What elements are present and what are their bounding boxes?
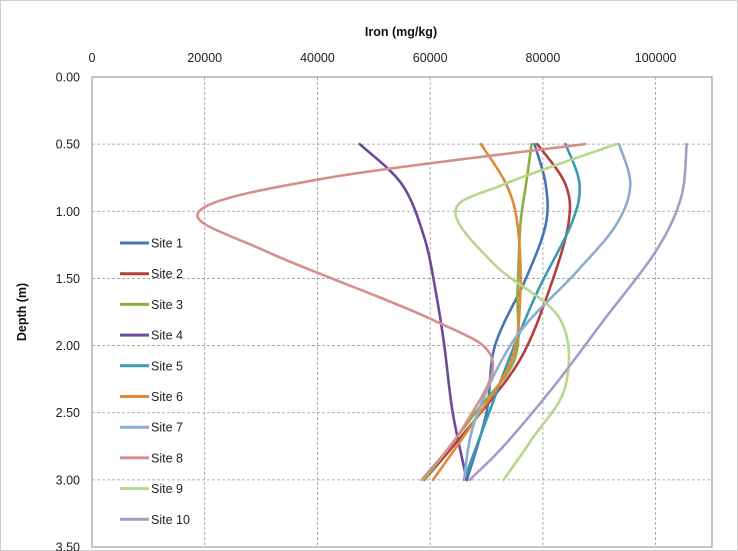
series-lines <box>196 142 688 482</box>
y-tick-label: 1.00 <box>56 205 80 219</box>
x-tick-label: 60000 <box>413 51 448 65</box>
y-tick-label: 0.50 <box>56 138 80 152</box>
y-tick-label: 3.50 <box>56 541 80 551</box>
legend: Site 1 Site 2 Site 3 Site 4 Site 5 Site 6 Site… <box>120 237 190 527</box>
series-line-site-10 <box>468 142 688 482</box>
legend-label: Site 8 <box>151 451 183 465</box>
gridlines <box>92 77 712 548</box>
y-tick-label: 2.50 <box>56 406 80 420</box>
series-line-site-7 <box>462 142 632 482</box>
x-tick-label: 20000 <box>187 51 222 65</box>
x-tick-label: 80000 <box>526 51 561 65</box>
x-tick-label: 0 <box>89 51 96 65</box>
legend-label: Site 4 <box>151 329 183 343</box>
legend-label: Site 5 <box>151 359 183 373</box>
series-line-site-1 <box>465 142 549 482</box>
x-axis-title: Iron (mg/kg) <box>365 25 437 39</box>
series-line-site-5 <box>462 142 582 482</box>
y-tick-label: 1.50 <box>56 272 80 286</box>
legend-label: Site 6 <box>151 390 183 404</box>
legend-label: Site 9 <box>151 482 183 496</box>
y-axis-ticks: 0.00 0.50 1.00 1.50 2.00 2.50 3.00 3.50 <box>56 71 80 551</box>
series-line-site-8 <box>196 142 587 482</box>
legend-label: Site 3 <box>151 298 183 312</box>
legend-label: Site 10 <box>151 513 190 527</box>
series-line-site-9 <box>454 142 618 482</box>
y-tick-label: 2.00 <box>56 339 80 353</box>
x-tick-label: 100000 <box>635 51 677 65</box>
legend-label: Site 7 <box>151 421 183 435</box>
series-line-site-3 <box>423 142 533 482</box>
y-axis-title: Depth (m) <box>15 283 29 341</box>
legend-label: Site 2 <box>151 267 183 281</box>
legend-label: Site 1 <box>151 237 183 251</box>
y-tick-label: 3.00 <box>56 473 80 487</box>
series-line-site-4 <box>358 142 469 482</box>
y-tick-label: 0.00 <box>56 71 80 85</box>
x-tick-label: 40000 <box>300 51 335 65</box>
x-axis-ticks: 0 20000 40000 60000 80000 100000 <box>89 51 677 65</box>
